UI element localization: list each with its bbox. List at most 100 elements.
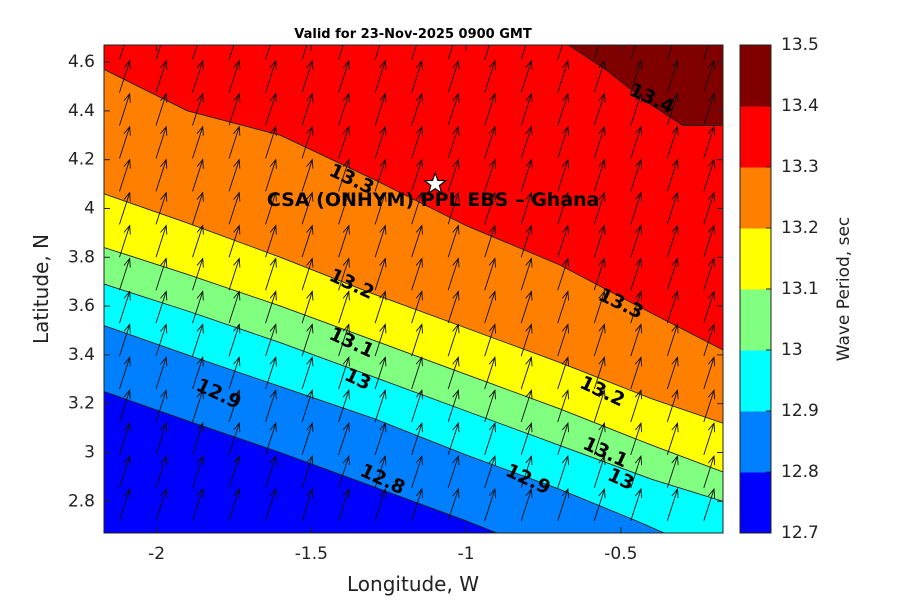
wind-arrow bbox=[119, 422, 131, 456]
x-tick-label: -1.5 bbox=[295, 544, 328, 564]
wind-arrow bbox=[484, 487, 496, 521]
wind-arrow bbox=[666, 323, 679, 357]
wind-arrow bbox=[593, 125, 606, 159]
wind-arrow bbox=[228, 257, 241, 291]
wind-arrow bbox=[265, 356, 277, 390]
wind-arrow bbox=[593, 191, 606, 225]
wind-arrow bbox=[192, 45, 198, 60]
wind-arrow bbox=[119, 454, 131, 488]
wind-arrow bbox=[265, 158, 277, 192]
wind-arrow bbox=[411, 125, 423, 159]
wind-arrow bbox=[630, 422, 643, 456]
wind-arrow bbox=[630, 257, 643, 291]
wind-arrow bbox=[557, 454, 570, 488]
vector-field bbox=[119, 45, 716, 521]
wind-arrow bbox=[593, 356, 606, 390]
wind-arrow bbox=[703, 45, 709, 60]
wind-arrow bbox=[484, 59, 496, 93]
wind-arrow bbox=[119, 125, 131, 159]
wind-arrow bbox=[520, 158, 533, 192]
wind-arrow bbox=[228, 224, 241, 258]
wind-arrow bbox=[374, 191, 387, 225]
wind-arrow bbox=[155, 356, 168, 390]
wind-arrow bbox=[703, 224, 716, 258]
wind-arrow bbox=[666, 487, 679, 521]
wind-arrow bbox=[192, 224, 204, 258]
wind-arrow bbox=[411, 422, 423, 456]
y-tick-label: 3.6 bbox=[68, 296, 95, 316]
wind-arrow bbox=[228, 487, 241, 521]
wind-arrow bbox=[265, 323, 277, 357]
wind-arrow bbox=[155, 422, 168, 456]
wind-arrow bbox=[666, 257, 679, 291]
wind-arrow bbox=[520, 356, 533, 390]
wind-arrow bbox=[630, 323, 643, 357]
wind-arrow bbox=[447, 422, 460, 456]
wind-arrow bbox=[484, 356, 496, 390]
wind-arrow bbox=[630, 487, 643, 521]
y-tick-label: 4 bbox=[84, 198, 95, 218]
wind-arrow bbox=[265, 59, 277, 93]
wind-arrow bbox=[301, 191, 314, 225]
wind-arrow bbox=[593, 389, 606, 423]
wind-arrow bbox=[557, 323, 570, 357]
wind-arrow bbox=[301, 45, 308, 60]
wind-arrow bbox=[630, 125, 643, 159]
wind-arrow bbox=[155, 125, 168, 159]
wind-arrow bbox=[338, 191, 350, 225]
wind-arrow bbox=[447, 125, 460, 159]
wind-arrow bbox=[411, 323, 423, 357]
wind-arrow bbox=[411, 257, 423, 291]
wind-arrow bbox=[228, 290, 241, 324]
wind-arrow bbox=[703, 422, 716, 456]
y-tick-label: 4.4 bbox=[68, 101, 95, 121]
wind-arrow bbox=[192, 389, 204, 423]
wind-arrow bbox=[228, 323, 241, 357]
site-star-marker bbox=[423, 171, 448, 195]
wind-arrow bbox=[520, 422, 533, 456]
y-tick-label: 4.2 bbox=[68, 150, 95, 170]
wind-arrow bbox=[593, 487, 606, 521]
wind-arrow bbox=[703, 323, 716, 357]
wind-arrow bbox=[338, 92, 350, 126]
wind-arrow bbox=[557, 422, 570, 456]
wind-arrow bbox=[155, 92, 168, 126]
wind-arrow bbox=[374, 92, 387, 126]
site-annotation: CSA (ONHYM) PPL EBS – Ghana bbox=[267, 171, 600, 211]
colorbar-label: Wave Period, sec bbox=[834, 217, 854, 362]
wind-arrow bbox=[155, 224, 168, 258]
wind-arrow bbox=[228, 92, 241, 126]
wind-arrow bbox=[338, 389, 350, 423]
wind-arrow bbox=[265, 191, 277, 225]
wind-arrow bbox=[703, 125, 716, 159]
wind-arrow bbox=[228, 454, 241, 488]
wind-arrow bbox=[593, 59, 606, 93]
wind-arrow bbox=[484, 224, 496, 258]
wind-arrow bbox=[520, 191, 533, 225]
wind-arrow bbox=[484, 422, 496, 456]
y-tick-label: 3.4 bbox=[68, 345, 95, 365]
wind-arrow bbox=[447, 59, 460, 93]
colorbar-tick-label: 13.2 bbox=[781, 218, 819, 238]
wind-arrow bbox=[593, 422, 606, 456]
wind-arrow bbox=[666, 224, 679, 258]
wind-arrow bbox=[374, 290, 387, 324]
colorbar-tick-label: 12.9 bbox=[781, 401, 819, 421]
wind-arrow bbox=[447, 92, 460, 126]
wind-arrow bbox=[520, 125, 533, 159]
wind-arrow bbox=[630, 356, 643, 390]
colorbar-swatch bbox=[740, 167, 771, 229]
wind-arrow bbox=[557, 191, 570, 225]
wind-arrow bbox=[593, 224, 606, 258]
wind-arrow bbox=[338, 323, 350, 357]
wind-arrow bbox=[484, 45, 490, 60]
wind-arrow bbox=[593, 323, 606, 357]
wind-arrow bbox=[703, 389, 716, 423]
wind-arrow bbox=[630, 158, 643, 192]
wind-arrow bbox=[520, 45, 527, 60]
wind-arrow bbox=[411, 45, 417, 60]
wind-arrow bbox=[666, 92, 679, 126]
wind-arrow bbox=[192, 487, 204, 521]
wind-arrow bbox=[265, 125, 277, 159]
site-annotation-label: CSA (ONHYM) PPL EBS – Ghana bbox=[267, 189, 600, 211]
